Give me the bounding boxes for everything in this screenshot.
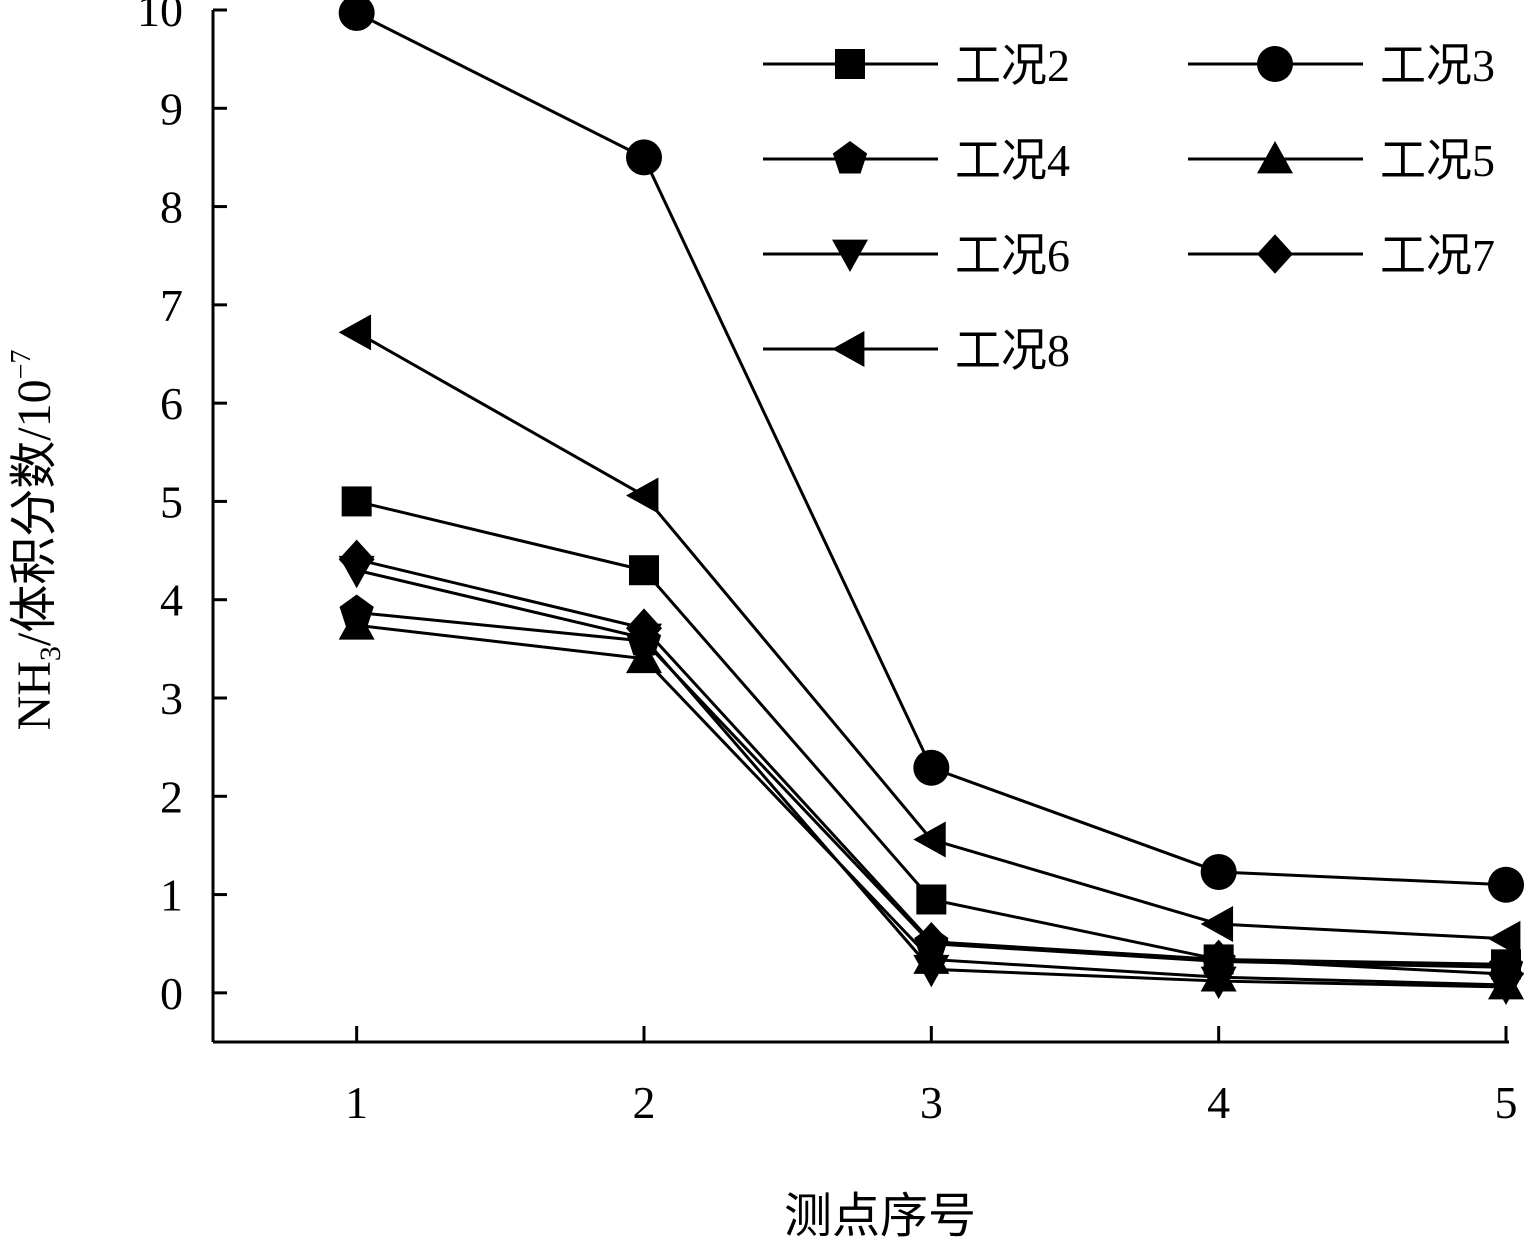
- y-tick-label: 9: [160, 83, 183, 134]
- legend-item: 工况5: [1188, 135, 1495, 186]
- legend-marker-pentagon: [832, 141, 868, 174]
- data-point-square: [341, 486, 372, 517]
- legend-marker-triangle-left: [832, 331, 865, 367]
- data-point-diamond: [338, 539, 375, 580]
- data-point-square: [916, 884, 947, 915]
- data-point-triangle-left: [626, 477, 659, 514]
- data-point-triangle-up: [338, 607, 375, 640]
- legend-label: 工况7: [1380, 230, 1495, 281]
- data-point-circle: [626, 139, 662, 176]
- x-axis-label: 测点序号: [784, 1190, 976, 1243]
- y-label-superscript: −7: [6, 350, 37, 380]
- legend-marker-triangle-down: [832, 239, 868, 272]
- series-工况2: [341, 486, 1521, 980]
- data-point-square: [629, 555, 659, 586]
- y-tick-label: 4: [160, 575, 183, 626]
- y-label-middle: /体积分数/10: [8, 379, 61, 646]
- y-label-subscript: 3: [34, 646, 67, 661]
- legend-marker-triangle-up: [1257, 141, 1293, 174]
- data-point-triangle-left: [1200, 906, 1234, 943]
- x-tick-label: 4: [1207, 1077, 1230, 1128]
- data-point-triangle-left: [1488, 920, 1521, 957]
- data-point-circle: [1200, 853, 1237, 890]
- axes: 0 1 2 3 4 5 6 7 8 9 10 1 2 3 4 5: [137, 0, 1518, 1128]
- legend-label: 工况6: [955, 230, 1070, 281]
- x-tick-label: 5: [1495, 1077, 1518, 1128]
- x-tick-label: 2: [633, 1077, 656, 1128]
- y-tick-label: 2: [160, 771, 183, 822]
- x-tick-label: 3: [920, 1077, 943, 1128]
- legend-label: 工况4: [955, 135, 1070, 186]
- y-tick-label: 7: [160, 280, 183, 331]
- legend-marker-diamond: [1257, 234, 1293, 274]
- legend-item: 工况7: [1188, 230, 1495, 281]
- legend-item: 工况6: [763, 230, 1070, 281]
- series-lines: [338, 0, 1524, 1005]
- legend-label: 工况2: [955, 40, 1070, 91]
- y-label-prefix: NH: [8, 661, 61, 730]
- legend-marker-circle: [1257, 46, 1293, 82]
- data-point-diamond: [626, 608, 662, 649]
- y-tick-label: 6: [160, 378, 183, 429]
- data-point-triangle-up: [626, 640, 662, 674]
- legend-item: 工况8: [763, 325, 1070, 376]
- y-tick-label: 3: [160, 673, 183, 724]
- y-axis-label: NH3/体积分数/10−7: [6, 350, 67, 731]
- series-工况7: [338, 539, 1524, 994]
- legend: 工况2 工况3 工况4 工况5 工况6 工况7 工况8: [763, 40, 1495, 376]
- legend-item: 工况4: [763, 135, 1070, 186]
- data-point-diamond: [913, 921, 950, 962]
- series-工况3: [338, 0, 1524, 903]
- data-point-triangle-down: [1200, 966, 1237, 1000]
- y-tick-label: 10: [137, 0, 183, 36]
- data-point-triangle-left: [338, 314, 372, 351]
- legend-label: 工况5: [1380, 135, 1495, 186]
- legend-item: 工况2: [763, 40, 1070, 91]
- data-point-diamond: [1200, 939, 1237, 980]
- x-tick-label: 1: [345, 1077, 368, 1128]
- series-工况8: [338, 314, 1521, 957]
- data-point-circle: [913, 749, 950, 786]
- legend-label: 工况3: [1380, 40, 1495, 91]
- data-point-triangle-down: [913, 954, 950, 988]
- y-tick-label: 0: [160, 968, 183, 1019]
- data-point-circle: [1488, 866, 1524, 903]
- y-tick-label: 8: [160, 182, 183, 233]
- data-point-triangle-left: [913, 821, 946, 858]
- legend-label: 工况8: [955, 325, 1070, 376]
- y-tick-label: 5: [160, 476, 183, 527]
- data-point-circle: [338, 0, 375, 31]
- y-tick-label: 1: [160, 870, 183, 921]
- legend-item: 工况3: [1188, 40, 1495, 91]
- data-point-diamond: [1488, 954, 1524, 994]
- legend-marker-square: [835, 49, 865, 79]
